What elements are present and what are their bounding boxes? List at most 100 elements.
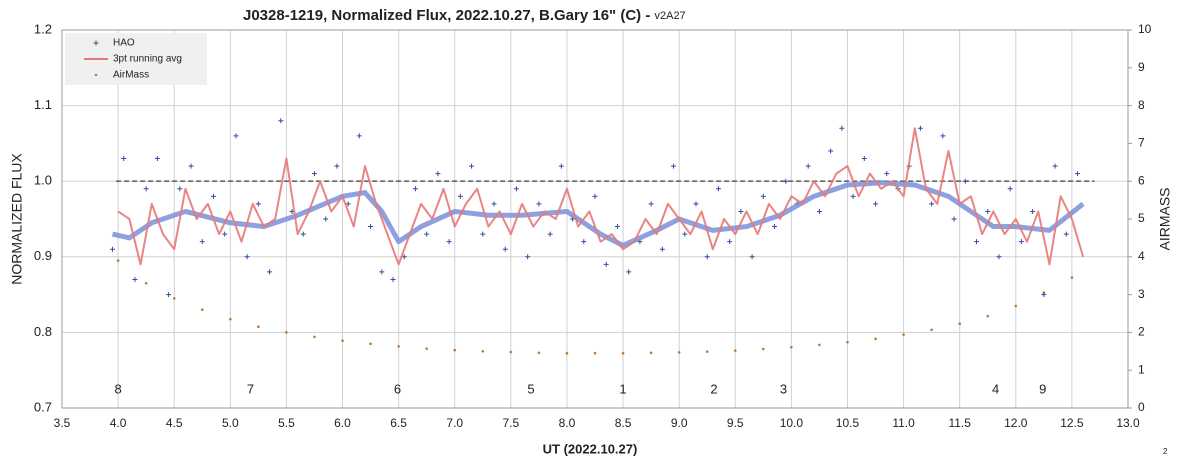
airmass-point xyxy=(1070,276,1074,279)
y2-tick-label: 7 xyxy=(1138,136,1145,150)
airmass-point xyxy=(733,349,737,352)
hao-point xyxy=(592,193,598,199)
airmass-point xyxy=(958,322,961,326)
annotation: 6 xyxy=(394,381,401,396)
x-tick-label: 5.0 xyxy=(222,416,239,430)
x-tick-label: 8.0 xyxy=(559,416,576,430)
y-tick-label: 0.9 xyxy=(34,248,52,263)
hao-point xyxy=(446,239,452,245)
airmass-point xyxy=(453,348,457,352)
hao-point xyxy=(603,261,609,267)
hao-point xyxy=(884,171,890,177)
airmass-point xyxy=(593,351,597,355)
hao-point xyxy=(491,201,497,207)
hao-point xyxy=(368,224,374,230)
hao-point xyxy=(850,193,856,199)
hao-point xyxy=(199,239,205,245)
hao-point xyxy=(1075,171,1081,177)
hao-point xyxy=(985,208,991,214)
hao-point xyxy=(188,163,194,169)
hao-point xyxy=(334,163,340,169)
hao-point xyxy=(109,246,115,252)
hao-point xyxy=(816,208,822,214)
hao-point xyxy=(311,171,317,177)
hao-point xyxy=(558,163,564,169)
y2-tick-label: 3 xyxy=(1138,287,1145,301)
y2-tick-label: 4 xyxy=(1138,249,1145,263)
hao-point xyxy=(996,254,1002,260)
hao-point xyxy=(951,216,957,222)
hao-point xyxy=(738,208,744,214)
hao-point xyxy=(525,254,531,260)
hao-point xyxy=(682,231,688,237)
airmass-point xyxy=(257,325,260,329)
hao-point xyxy=(929,201,935,207)
airmass-point xyxy=(677,351,681,354)
x-axis-label: UT (2022.10.27) xyxy=(543,441,638,456)
page-number: 2 xyxy=(1163,447,1168,456)
hao-point xyxy=(581,239,587,245)
airmass-point xyxy=(172,297,176,300)
x-tick-label: 8.5 xyxy=(615,416,632,430)
hao-point xyxy=(412,186,418,192)
hao-point xyxy=(704,254,710,260)
hao-point xyxy=(917,125,923,131)
legend-label: HAO xyxy=(113,38,135,49)
airmass-point xyxy=(144,281,148,285)
hao-point xyxy=(727,239,733,245)
airmass-point xyxy=(818,343,821,347)
y2-axis-label: AIRMASS xyxy=(1157,187,1173,250)
x-tick-label: 10.5 xyxy=(836,416,860,430)
airmass-point xyxy=(537,351,541,355)
hao-point xyxy=(974,239,980,245)
hao-point xyxy=(513,186,519,192)
y2-tick-label: 9 xyxy=(1138,60,1145,74)
annotation: 1 xyxy=(619,381,626,396)
hao-point xyxy=(401,254,407,260)
legend-label: AirMass xyxy=(113,70,149,81)
x-tick-label: 6.0 xyxy=(334,416,351,430)
airmass-point xyxy=(481,350,485,353)
hao-point xyxy=(222,231,228,237)
hao-point xyxy=(693,201,699,207)
x-tick-label: 5.5 xyxy=(278,416,295,430)
hao-point xyxy=(435,171,441,177)
y2-tick-label: 5 xyxy=(1138,211,1145,225)
x-tick-label: 9.5 xyxy=(727,416,744,430)
y-tick-label: 1.0 xyxy=(34,173,52,188)
hao-point xyxy=(839,125,845,131)
hao-point xyxy=(614,224,620,230)
airmass-point xyxy=(397,345,400,348)
airmass-point xyxy=(930,328,933,332)
airmass-point xyxy=(341,339,344,343)
hao-point xyxy=(828,148,834,154)
y2-tick-label: 10 xyxy=(1138,22,1152,36)
annotation: 8 xyxy=(114,381,121,396)
annotation: 2 xyxy=(710,381,717,396)
hao-point xyxy=(962,178,968,184)
annotation: 7 xyxy=(247,381,254,396)
airmass-point xyxy=(565,351,569,355)
y2-tick-label: 6 xyxy=(1138,173,1145,187)
hao-point xyxy=(132,276,138,282)
airmass-point xyxy=(369,342,372,346)
x-tick-label: 7.5 xyxy=(502,416,519,430)
x-tick-label: 9.0 xyxy=(671,416,688,430)
hao-point xyxy=(772,224,778,230)
legend-marker xyxy=(94,73,98,77)
airmass-point xyxy=(874,337,877,341)
y-axis-label: NORMALIZED FLUX xyxy=(9,153,25,285)
airmass-point xyxy=(986,314,990,318)
title-version: v2A27 xyxy=(654,10,685,22)
x-tick-label: 7.0 xyxy=(446,416,463,430)
hao-point xyxy=(356,133,362,139)
hao-point xyxy=(143,186,149,192)
hao-point xyxy=(873,201,879,207)
annotation: 5 xyxy=(527,381,534,396)
y-tick-label: 0.7 xyxy=(34,399,52,414)
y-tick-label: 1.2 xyxy=(34,21,52,36)
hao-point xyxy=(502,246,508,252)
y-tick-label: 1.1 xyxy=(34,97,52,112)
hao-point xyxy=(1030,208,1036,214)
legend: HAO 3pt running avg AirMass xyxy=(65,33,207,85)
